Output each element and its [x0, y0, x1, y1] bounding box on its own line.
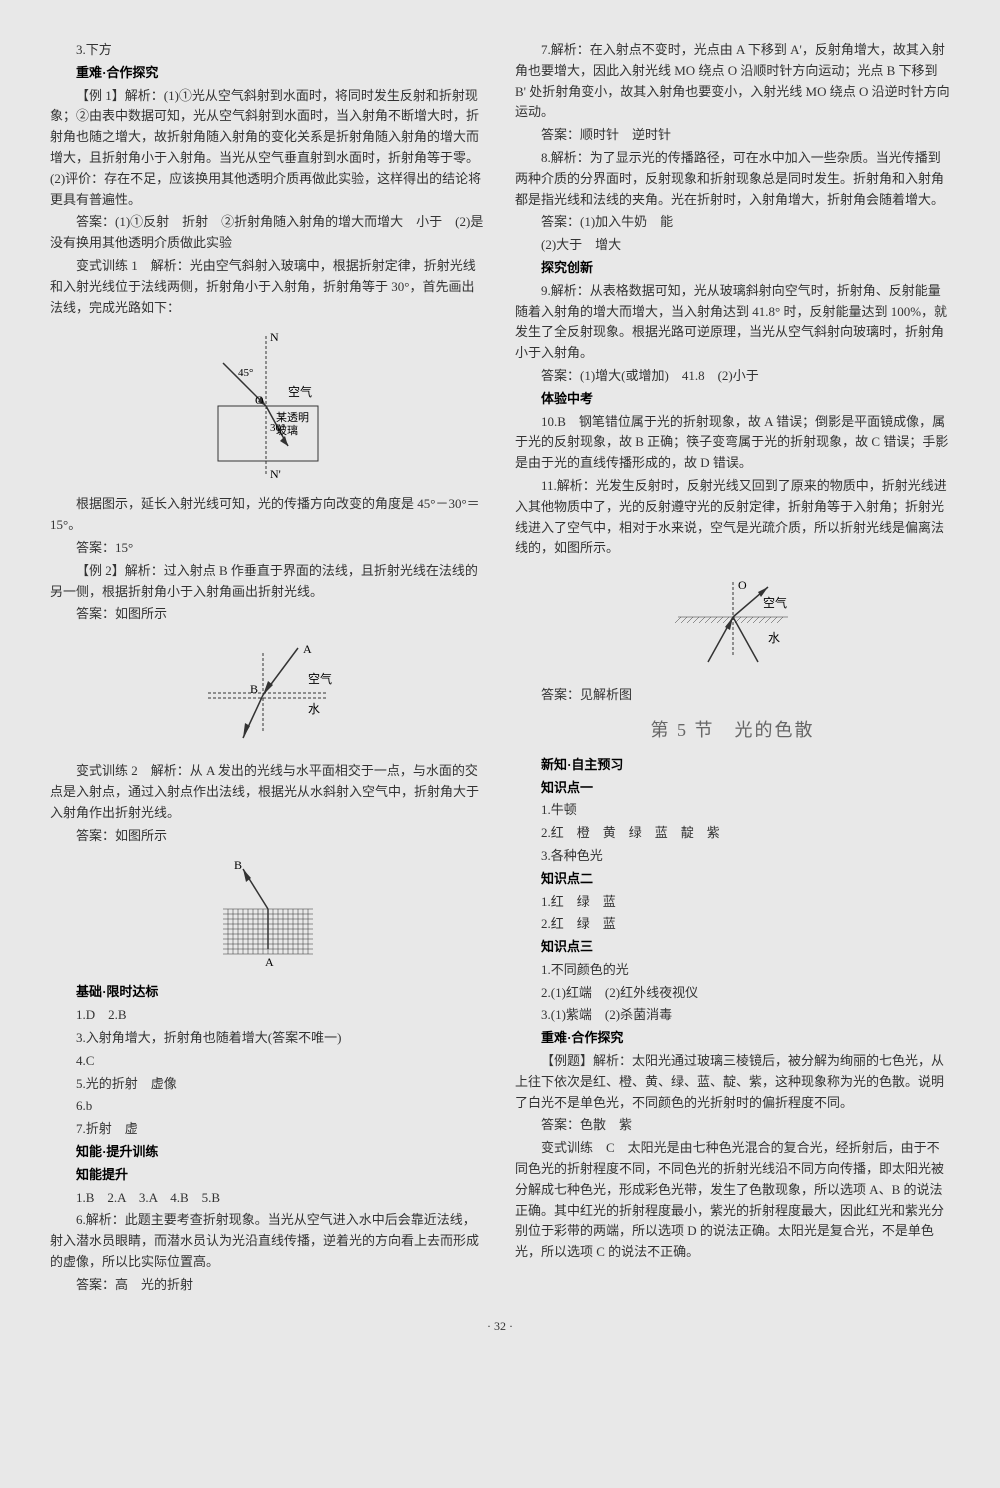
- kp3-item-1: 2.(1)红端 (2)红外线夜视仪: [515, 983, 950, 1004]
- q9-analysis: 9.解析：从表格数据可知，光从玻璃斜射向空气时，折射角、反射能量随着入射角的增大…: [515, 281, 950, 364]
- kp3-item-0: 1.不同颜色的光: [515, 960, 950, 981]
- variant1-continue: 根据图示，延长入射光线可知，光的传播方向改变的角度是 45°－30°＝15°。: [50, 494, 485, 536]
- diagram4-O: O: [738, 578, 747, 592]
- kp2-title: 知识点二: [515, 869, 950, 890]
- skill-title: 知能·提升训练: [50, 1142, 485, 1163]
- q7-answer: 答案：顺时针 逆时针: [515, 125, 950, 146]
- diagram2-air: 空气: [308, 671, 332, 686]
- kp2-item-1: 2.红 绿 蓝: [515, 914, 950, 935]
- q6-analysis: 6.解析：此题主要考查折射现象。当光从空气进入水中后会靠近法线，射入潜水员眼睛，…: [50, 1210, 485, 1272]
- q9-answer: 答案：(1)增大(或增加) 41.8 (2)小于: [515, 366, 950, 387]
- diagram2-water-refraction: A B 空气 水: [50, 633, 485, 753]
- page-content: 3.下方 重难·合作探究 【例 1】解析：(1)①光从空气斜射到水面时，将同时发…: [50, 40, 950, 1297]
- example1-answer: 答案：(1)①反射 折射 ②折射角随入射角的增大而增大 小于 (2)是 没有换用…: [50, 212, 485, 254]
- variant2-answer: 答案：如图所示: [50, 826, 485, 847]
- example1-analysis: 【例 1】解析：(1)①光从空气斜射到水面时，将同时发生反射和折射现象；②由表中…: [50, 86, 485, 211]
- variant2-analysis: 变式训练 2 解析：从 A 发出的光线与水平面相交于一点，与水面的交点是入射点，…: [50, 761, 485, 823]
- hard-title: 重难·合作探究: [515, 1028, 950, 1049]
- ex-analysis: 【例题】解析：太阳光通过玻璃三棱镜后，被分解为绚丽的七色光，从上往下依次是红、橙…: [515, 1051, 950, 1113]
- diagram1-N-label: N: [270, 330, 279, 344]
- diagram3-B: B: [234, 858, 242, 872]
- kp1-item-0: 1.牛顿: [515, 800, 950, 821]
- q8-answer: 答案：(1)加入牛奶 能: [515, 212, 950, 233]
- basic-title: 基础·限时达标: [50, 982, 485, 1003]
- skill-items: 1.B 2.A 3.A 4.B 5.B: [50, 1188, 485, 1209]
- example2-answer: 答案：如图所示: [50, 604, 485, 625]
- kp2-item-0: 1.红 绿 蓝: [515, 892, 950, 913]
- intro-line: 3.下方: [50, 40, 485, 61]
- example2-analysis: 【例 2】解析：过入射点 B 作垂直于界面的法线，且折射光线在法线的另一侧，根据…: [50, 561, 485, 603]
- explore-title: 探究创新: [515, 258, 950, 279]
- kp3-item-2: 3.(1)紫端 (2)杀菌消毒: [515, 1005, 950, 1026]
- basic-item-5: 7.折射 虚: [50, 1119, 485, 1140]
- diagram1-glass2: 玻璃: [276, 423, 298, 437]
- kp1-item-2: 3.各种色光: [515, 846, 950, 867]
- page-number: · 32 ·: [50, 1317, 950, 1336]
- q8-answer2: (2)大于 增大: [515, 235, 950, 256]
- diagram1-glass1: 某透明: [276, 411, 309, 424]
- variant1-answer: 答案：15°: [50, 538, 485, 559]
- diagram2-B: B: [250, 682, 258, 696]
- q8-analysis: 8.解析：为了显示光的传播路径，可在水中加入一些杂质。当光传播到两种介质的分界面…: [515, 148, 950, 210]
- chapter-title: 第 5 节 光的色散: [515, 716, 950, 745]
- q7-analysis: 7.解析：在入射点不变时，光点由 A 下移到 A'，反射角增大，故其入射角也要增…: [515, 40, 950, 123]
- q11-answer: 答案：见解析图: [515, 685, 950, 706]
- diagram1-refraction: N N' 45° 30° 空气 某透明 玻璃 O: [50, 326, 485, 486]
- ex-answer: 答案：色散 紫: [515, 1115, 950, 1136]
- basic-item-3: 5.光的折射 虚像: [50, 1074, 485, 1095]
- variant1-analysis: 变式训练 1 解析：光由空气斜射入玻璃中，根据折射定律，折射光线和入射光线位于法…: [50, 256, 485, 318]
- diagram3-water-air: B A: [50, 854, 485, 974]
- section-title: 重难·合作探究: [50, 63, 485, 84]
- q11-analysis: 11.解析：光发生反射时，反射光线又回到了原来的物质中，折射光线进入其他物质中了…: [515, 476, 950, 559]
- exp-title: 体验中考: [515, 389, 950, 410]
- new-title: 新知·自主预习: [515, 755, 950, 776]
- basic-item-4: 6.b: [50, 1096, 485, 1117]
- left-column: 3.下方 重难·合作探究 【例 1】解析：(1)①光从空气斜射到水面时，将同时发…: [50, 40, 485, 1297]
- diagram2-water: 水: [308, 702, 320, 716]
- diagram1-O: O: [255, 393, 264, 407]
- diagram4-air: 空气: [763, 595, 787, 610]
- kp3-title: 知识点三: [515, 937, 950, 958]
- kp1-item-1: 2.红 橙 黄 绿 蓝 靛 紫: [515, 823, 950, 844]
- basic-item-2: 4.C: [50, 1051, 485, 1072]
- basic-item-1: 3.入射角增大，折射角也随着增大(答案不唯一): [50, 1028, 485, 1049]
- diagram1-Nprime-label: N': [270, 467, 281, 481]
- diagram3-A: A: [265, 955, 274, 969]
- skill-sub: 知能提升: [50, 1165, 485, 1186]
- var-text: 变式训练 C 太阳光是由七种色光混合的复合光，经折射后，由于不同色光的折射程度不…: [515, 1138, 950, 1263]
- basic-item-0: 1.D 2.B: [50, 1005, 485, 1026]
- diagram1-angle45: 45°: [238, 367, 253, 379]
- diagram4-reflection: O 空气 水: [515, 567, 950, 677]
- right-column: 7.解析：在入射点不变时，光点由 A 下移到 A'，反射角增大，故其入射角也要增…: [515, 40, 950, 1297]
- q10: 10.B 钢笔错位属于光的折射现象，故 A 错误；倒影是平面镜成像，属于光的反射…: [515, 412, 950, 474]
- diagram4-water: 水: [768, 631, 780, 645]
- diagram1-air: 空气: [288, 384, 312, 399]
- kp1-title: 知识点一: [515, 778, 950, 799]
- q6-answer: 答案：高 光的折射: [50, 1275, 485, 1296]
- diagram2-A: A: [303, 642, 312, 656]
